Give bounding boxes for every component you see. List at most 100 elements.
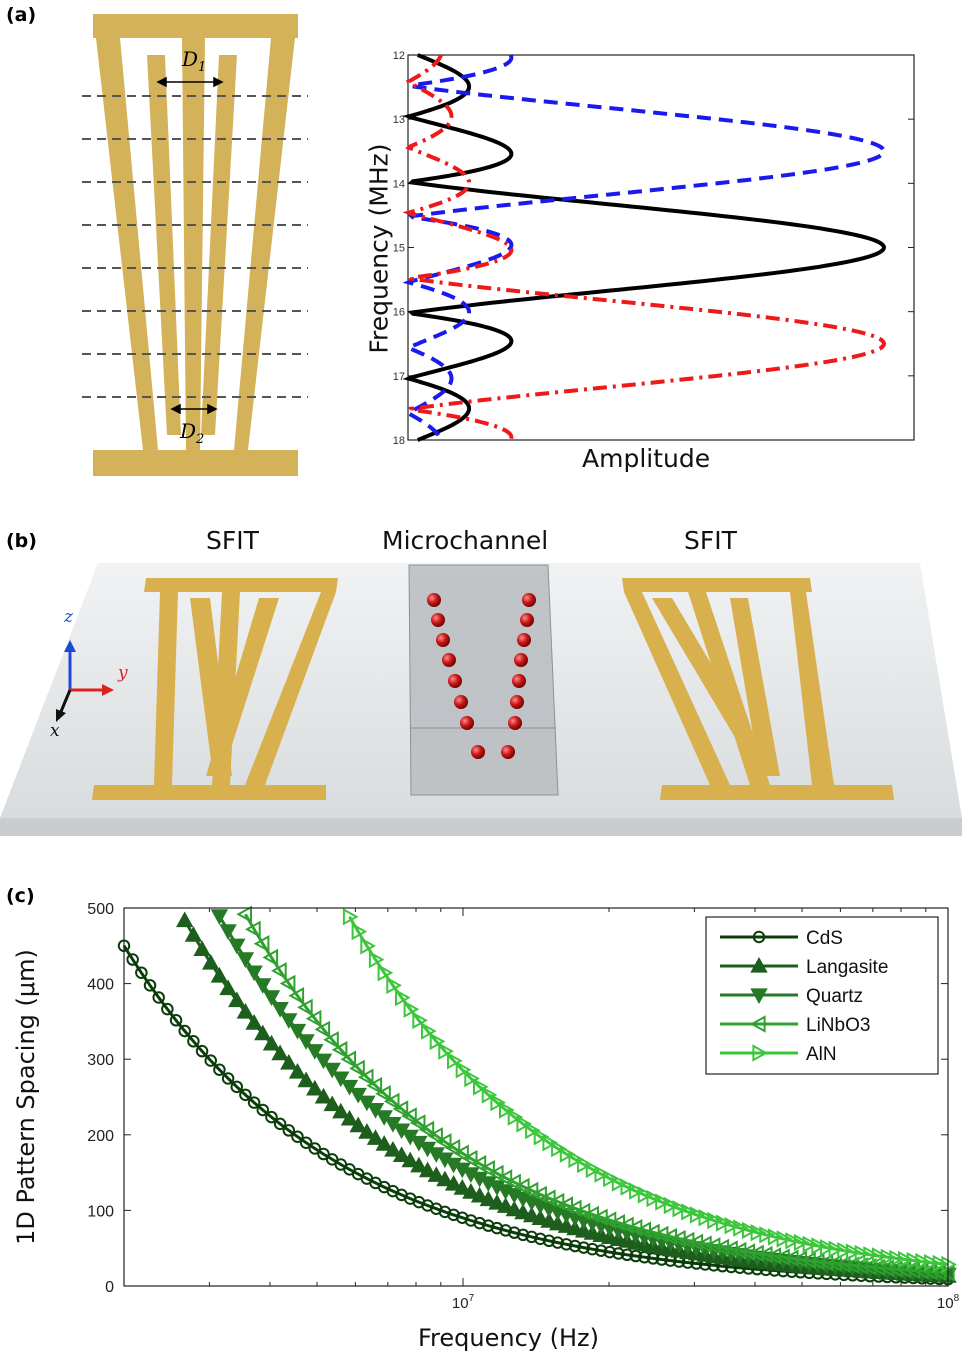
- axis-z-label: z: [63, 607, 74, 627]
- data-point: [566, 1219, 584, 1236]
- data-point: [351, 922, 368, 941]
- data-point: [470, 1186, 489, 1203]
- data-point: [135, 966, 148, 979]
- data-point: [470, 1155, 487, 1173]
- data-point: [915, 1252, 932, 1271]
- chart-c-xtick: 108: [937, 1293, 960, 1312]
- chart-c-ytick: 400: [87, 977, 114, 994]
- data-point: [314, 1087, 333, 1104]
- d1-sub: 1: [198, 60, 206, 75]
- data-point: [785, 1232, 801, 1250]
- data-point: [759, 1226, 775, 1244]
- data-point: [429, 1032, 446, 1051]
- data-point: [236, 905, 252, 923]
- data-point: [271, 1002, 289, 1018]
- data-point: [340, 1050, 357, 1068]
- legend-item-langasite: Langasite: [806, 957, 888, 978]
- data-point: [297, 998, 313, 1017]
- data-point: [834, 1255, 851, 1273]
- data-point: [499, 1101, 515, 1119]
- data-point: [869, 1258, 886, 1277]
- data-point: [817, 1253, 834, 1272]
- data-point: [228, 991, 246, 1008]
- data-point: [496, 1169, 513, 1187]
- data-point: [522, 1181, 539, 1200]
- chart-a-ytick: 13: [393, 114, 405, 126]
- data-point: [629, 1249, 642, 1263]
- data-point: [221, 1072, 235, 1085]
- data-point: [282, 1124, 296, 1137]
- data-point: [496, 1197, 515, 1213]
- data-point: [193, 940, 211, 956]
- data-point: [332, 1071, 350, 1088]
- legend-item-aln: AlN: [806, 1044, 837, 1065]
- data-point: [921, 1262, 938, 1281]
- data-point: [262, 1034, 281, 1051]
- data-point: [245, 920, 261, 938]
- data-point: [176, 911, 194, 928]
- data-point: [254, 978, 272, 994]
- data-point: [820, 1239, 836, 1257]
- data-point: [288, 987, 305, 1005]
- particle: [471, 745, 485, 759]
- data-point: [499, 1224, 512, 1237]
- data-point: [741, 1221, 758, 1240]
- data-point: [383, 1092, 400, 1111]
- data-point: [453, 1179, 471, 1195]
- particle: [454, 695, 468, 709]
- data-point: [308, 1142, 322, 1155]
- data-point: [646, 1252, 660, 1265]
- chart-a-series-solid: [402, 53, 887, 442]
- chart-c-ytick: 200: [87, 1128, 114, 1145]
- data-point: [767, 1228, 784, 1246]
- particle: [510, 695, 524, 709]
- data-point: [872, 1247, 888, 1265]
- data-point: [516, 1115, 533, 1133]
- data-point: [265, 1110, 278, 1124]
- data-point: [513, 1177, 530, 1196]
- data-point: [349, 1087, 367, 1104]
- data-point: [904, 1261, 920, 1280]
- data-point: [473, 1078, 489, 1096]
- chart-c-ylabel: 1D Pattern Spacing (μm): [12, 949, 40, 1245]
- coordinate-axes: z y x: [50, 607, 128, 741]
- particle: [431, 613, 445, 627]
- panel-a-label: (a): [6, 4, 37, 26]
- data-point: [349, 1116, 367, 1133]
- data-point: [461, 1149, 478, 1168]
- data-point: [689, 1206, 706, 1224]
- chart-a-series-dashed: [402, 54, 887, 441]
- data-point: [210, 966, 229, 983]
- data-point: [360, 937, 376, 955]
- data-point: [568, 1239, 582, 1253]
- data-point: [401, 1107, 417, 1125]
- data-point: [323, 1031, 339, 1049]
- data-point: [444, 1139, 461, 1157]
- chart-c-ytick: 300: [87, 1052, 114, 1069]
- data-point: [585, 1160, 602, 1179]
- data-point: [551, 1139, 567, 1158]
- data-point: [342, 908, 359, 926]
- data-point: [557, 1217, 576, 1233]
- particle: [520, 613, 534, 627]
- data-point: [403, 1000, 420, 1018]
- data-point: [386, 976, 402, 995]
- data-point: [323, 1095, 341, 1112]
- data-point: [358, 1095, 376, 1112]
- data-point: [603, 1169, 619, 1188]
- panel-b-label: (b): [6, 530, 37, 552]
- data-point: [447, 1052, 463, 1070]
- data-point: [169, 1014, 183, 1027]
- data-point: [924, 1253, 940, 1272]
- data-point: [392, 1146, 411, 1162]
- data-point: [366, 1076, 383, 1095]
- chart-a-xlabel: Amplitude: [582, 444, 711, 473]
- data-point: [620, 1178, 637, 1196]
- data-point: [479, 1190, 497, 1207]
- data-point: [349, 1059, 365, 1078]
- data-point: [418, 1120, 435, 1139]
- axis-y-label: y: [117, 663, 128, 683]
- chart-c-ytick: 100: [87, 1203, 114, 1220]
